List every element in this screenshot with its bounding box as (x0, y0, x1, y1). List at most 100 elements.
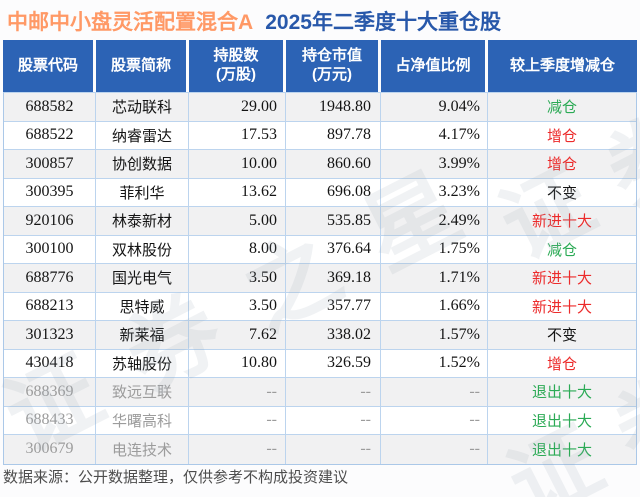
table-row: 300857 协创数据 10.00 860.60 3.99% 增仓 (4, 150, 636, 179)
cell-position-change: 退出十大 (531, 441, 592, 459)
cell-stock-code: 300100 (4, 235, 96, 263)
cell-shares-held: 10.80 (189, 349, 286, 377)
cell-stock-name: 思特威 (96, 292, 189, 320)
cell-shares-held: 13.62 (189, 178, 286, 206)
cell-shares-held: 3.50 (189, 264, 286, 292)
cell-position-change: 减仓 (546, 241, 577, 259)
cell-market-value: -- (286, 435, 381, 464)
cell-nav-ratio: 1.57% (381, 321, 488, 349)
cell-stock-code: 688522 (4, 121, 96, 149)
cell-stock-name: 电连技术 (96, 435, 189, 464)
cell-market-value: 357.77 (286, 292, 381, 320)
table-row: 301323 新莱福 7.62 338.02 1.57% 不变 (4, 321, 636, 350)
cell-shares-held: -- (189, 378, 286, 406)
table-row: 688369 致远互联 -- -- -- 退出十大 (4, 378, 636, 407)
data-source-note: 数据来源：公开数据整理，仅供参考不构成投资建议 (3, 469, 349, 486)
cell-stock-code: 688776 (4, 264, 96, 292)
table-row: 688776 国光电气 3.50 369.18 1.71% 新进十大 (4, 264, 636, 293)
cell-position-change: 增仓 (546, 156, 577, 174)
table-row: 430418 苏轴股份 10.80 326.59 1.52% 增仓 (4, 349, 636, 378)
cell-shares-held: -- (189, 406, 286, 434)
cell-market-value: 376.64 (286, 235, 381, 263)
cell-shares-held: 17.53 (189, 121, 286, 149)
cell-stock-name: 纳睿雷达 (96, 121, 189, 149)
cell-nav-ratio: -- (381, 435, 488, 464)
cell-market-value: 326.59 (286, 349, 381, 377)
cell-shares-held: 5.00 (189, 207, 286, 235)
table-row: 300100 双林股份 8.00 376.64 1.75% 减仓 (4, 235, 636, 264)
cell-market-value: 860.60 (286, 150, 381, 178)
table-row: 688582 芯动联科 29.00 1948.80 9.04% 减仓 (4, 93, 636, 122)
cell-position-change: 不变 (546, 327, 577, 345)
cell-position-change: 不变 (546, 184, 577, 202)
cell-market-value: 1948.80 (286, 93, 381, 121)
cell-position-change: 新进十大 (531, 213, 592, 231)
cell-shares-held: 3.50 (189, 292, 286, 320)
cell-stock-code: 688213 (4, 292, 96, 320)
cell-shares-held: -- (189, 435, 286, 464)
cell-market-value: 338.02 (286, 321, 381, 349)
table-row: 920106 林泰新材 5.00 535.85 2.49% 新进十大 (4, 207, 636, 236)
cell-stock-name: 致远互联 (96, 378, 189, 406)
cell-market-value: -- (286, 406, 381, 434)
cell-market-value: 696.08 (286, 178, 381, 206)
column-header-stock-name: 股票简称 (96, 40, 189, 92)
cell-stock-name: 林泰新材 (96, 207, 189, 235)
column-header-nav-ratio: 占净值比例 (381, 40, 488, 92)
table-body: 688582 芯动联科 29.00 1948.80 9.04% 减仓 688522 纳睿雷达 1… (3, 92, 637, 465)
cell-nav-ratio: 1.66% (381, 292, 488, 320)
column-header-market-value: 持仓市值 (万元) (286, 40, 381, 92)
cell-nav-ratio: 3.99% (381, 150, 488, 178)
cell-stock-code: 920106 (4, 207, 96, 235)
cell-stock-name: 国光电气 (96, 264, 189, 292)
table-header-row: 股票代码 股票简称 持股数 (万股) 持仓市值 (万元) 占净值比例 较上季度增… (3, 40, 637, 92)
table-row: 688522 纳睿雷达 17.53 897.78 4.17% 增仓 (4, 121, 636, 150)
cell-market-value: 897.78 (286, 121, 381, 149)
cell-position-change: 新进十大 (531, 270, 592, 288)
cell-stock-code: 300857 (4, 150, 96, 178)
cell-stock-name: 芯动联科 (96, 93, 189, 121)
cell-nav-ratio: 4.17% (381, 121, 488, 149)
cell-shares-held: 7.62 (189, 321, 286, 349)
cell-nav-ratio: 1.75% (381, 235, 488, 263)
cell-stock-code: 688369 (4, 378, 96, 406)
cell-stock-name: 华曙高科 (96, 406, 189, 434)
cell-stock-code: 300395 (4, 178, 96, 206)
cell-stock-code: 301323 (4, 321, 96, 349)
cell-stock-code: 688582 (4, 93, 96, 121)
column-header-shares-held: 持股数 (万股) (189, 40, 286, 92)
column-header-position-change: 较上季度增减仓 (488, 40, 637, 92)
table-row: 688213 思特威 3.50 357.77 1.66% 新进十大 (4, 292, 636, 321)
cell-shares-held: 29.00 (189, 93, 286, 121)
cell-shares-held: 8.00 (189, 235, 286, 263)
cell-stock-code: 688433 (4, 406, 96, 434)
cell-stock-name: 菲利华 (96, 178, 189, 206)
holdings-table: 股票代码 股票简称 持股数 (万股) 持仓市值 (万元) 占净值比例 较上季度增… (3, 40, 637, 465)
cell-market-value: 369.18 (286, 264, 381, 292)
cell-position-change: 减仓 (546, 99, 577, 117)
cell-position-change: 退出十大 (531, 412, 592, 430)
cell-stock-name: 双林股份 (96, 235, 189, 263)
column-header-stock-code: 股票代码 (3, 40, 96, 92)
cell-position-change: 退出十大 (531, 384, 592, 402)
cell-position-change: 增仓 (546, 127, 577, 145)
cell-nav-ratio: 1.71% (381, 264, 488, 292)
table-row: 300395 菲利华 13.62 696.08 3.23% 不变 (4, 178, 636, 207)
cell-stock-code: 430418 (4, 349, 96, 377)
cell-shares-held: 10.00 (189, 150, 286, 178)
report-period: 2025年二季度十大重仓股 (265, 11, 501, 34)
cell-nav-ratio: 1.52% (381, 349, 488, 377)
cell-nav-ratio: -- (381, 406, 488, 434)
cell-nav-ratio: -- (381, 378, 488, 406)
cell-nav-ratio: 2.49% (381, 207, 488, 235)
cell-market-value: -- (286, 378, 381, 406)
cell-stock-code: 300679 (4, 435, 96, 464)
cell-position-change: 新进十大 (531, 298, 592, 316)
cell-stock-name: 新莱福 (96, 321, 189, 349)
cell-nav-ratio: 3.23% (381, 178, 488, 206)
cell-nav-ratio: 9.04% (381, 93, 488, 121)
fund-name: 中邮中小盘灵活配置混合A (7, 11, 253, 34)
cell-stock-name: 协创数据 (96, 150, 189, 178)
table-row: 300679 电连技术 -- -- -- 退出十大 (4, 435, 636, 464)
